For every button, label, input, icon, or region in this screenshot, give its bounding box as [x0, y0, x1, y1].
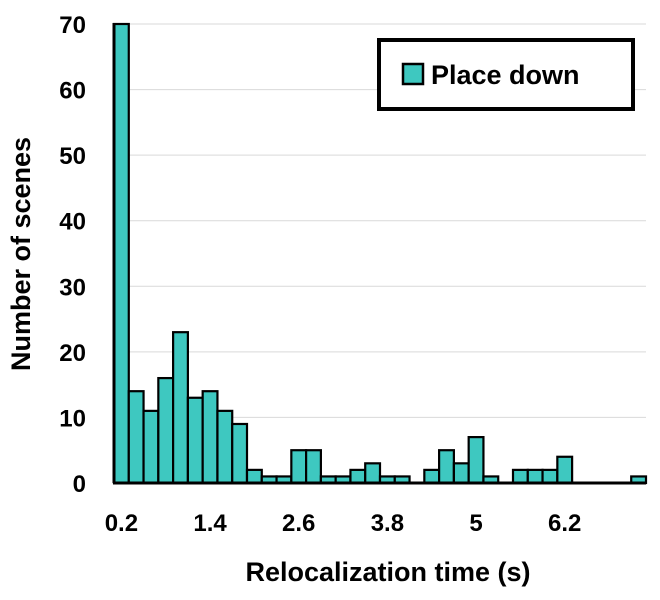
histogram-bar [438, 449, 455, 485]
y-tick-label: 50 [59, 143, 86, 170]
histogram-bar [290, 449, 308, 485]
histogram-bar [349, 468, 367, 485]
histogram-bar [305, 449, 322, 485]
legend: Place down [377, 38, 635, 111]
x-tick-label: 6.2 [548, 510, 581, 537]
histogram-bar [186, 396, 204, 485]
y-tick-label: 70 [59, 12, 86, 39]
histogram-bar [112, 22, 130, 485]
y-tick-label: 0 [73, 471, 86, 498]
x-tick-label: 0.2 [105, 510, 138, 537]
histogram-bar [556, 455, 574, 485]
axes [112, 23, 646, 485]
histogram-bar [541, 468, 559, 485]
y-axis-title: Number of scenes [6, 137, 36, 371]
x-tick-label: 3.8 [371, 510, 404, 537]
histogram-bar [511, 468, 529, 485]
x-tick-labels: 0.2 1.4 2.6 3.8 5 6.2 [105, 510, 582, 537]
histogram-bar [526, 468, 544, 485]
histogram-bar [467, 436, 485, 485]
x-tick-label: 5 [469, 510, 482, 537]
y-tick-label: 30 [59, 274, 86, 301]
histogram-bar [172, 331, 189, 485]
histogram-bar [142, 409, 160, 485]
histogram-bar [364, 462, 382, 485]
histogram-bar [423, 468, 441, 485]
legend-label: Place down [431, 60, 580, 90]
y-tick-label: 10 [59, 405, 86, 432]
y-tick-labels: 0 10 20 30 40 50 60 70 [59, 12, 86, 498]
y-tick-label: 60 [59, 78, 86, 105]
histogram-bar [245, 468, 263, 485]
x-axis-title: Relocalization time (s) [245, 557, 530, 587]
histogram-bar [231, 422, 249, 485]
histogram-bar [157, 376, 175, 485]
histogram-bar [201, 390, 219, 485]
y-tick-label: 40 [59, 209, 86, 236]
legend-swatch [401, 62, 425, 86]
x-tick-label: 2.6 [282, 510, 315, 537]
histogram-bar [127, 390, 145, 485]
bars [112, 22, 648, 485]
x-tick-label: 1.4 [193, 510, 227, 537]
y-tick-label: 20 [59, 340, 86, 367]
histogram-bar [216, 409, 234, 485]
histogram-bar [452, 462, 470, 485]
